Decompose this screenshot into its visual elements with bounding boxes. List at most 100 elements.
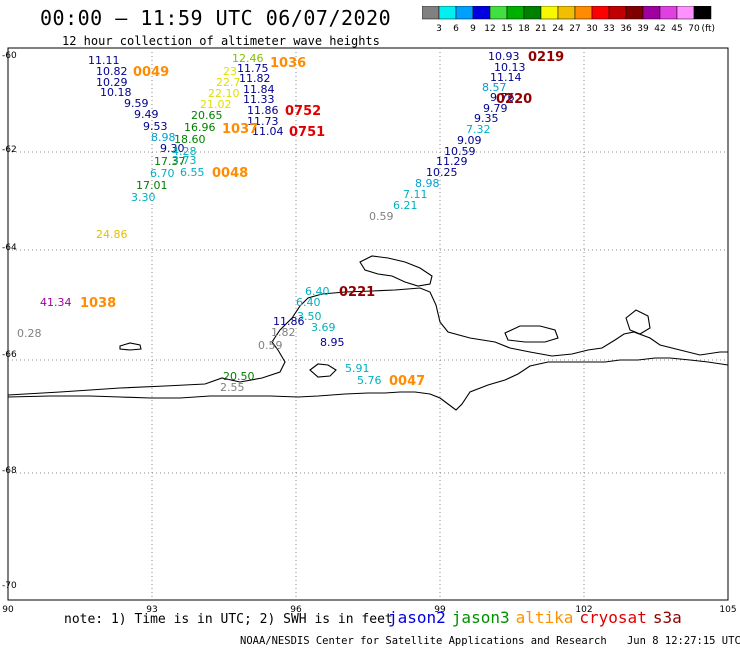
wave-height-label: 9.35 bbox=[474, 112, 499, 125]
wave-height-label: 20.65 bbox=[191, 109, 223, 122]
wave-height-label: 22.7 bbox=[216, 76, 241, 89]
colorbar-swatch bbox=[642, 6, 661, 20]
wave-height-label: 10.29 bbox=[96, 76, 128, 89]
pass-time-label: 1037 bbox=[222, 122, 258, 137]
wave-height-label: 8.95 bbox=[320, 336, 345, 349]
colorbar-label: 45 bbox=[671, 24, 682, 34]
lon-tick-label: 93 bbox=[146, 605, 157, 615]
lat-tick-label: -70 bbox=[2, 581, 17, 591]
wave-height-label: 11.86 bbox=[247, 104, 279, 117]
colorbar-label: 24 bbox=[552, 24, 564, 34]
wave-height-label: 22.10 bbox=[208, 87, 240, 100]
generated-timestamp: Jun 8 12:27:15 UTC 2020 bbox=[626, 635, 740, 647]
wave-height-label: 8.57 bbox=[482, 81, 507, 94]
lon-tick-label: 99 bbox=[434, 605, 446, 615]
pass-time-label: 0049 bbox=[133, 65, 169, 80]
colorbar-swatch bbox=[472, 6, 491, 20]
colorbar-label: 42 bbox=[654, 24, 665, 34]
page-subtitle: 12 hour collection of altimeter wave hei… bbox=[62, 34, 380, 48]
wave-height-label: 6.70 bbox=[150, 167, 175, 180]
wave-height-label: 11.82 bbox=[239, 72, 271, 85]
colorbar-label: 3 bbox=[436, 24, 442, 34]
satellite-legend: jason2 jason3 altika cryosat s3a bbox=[388, 608, 688, 627]
wave-height-label: 3.50 bbox=[297, 310, 322, 323]
antarctic-coastline bbox=[7, 255, 729, 411]
wave-height-label: 3.30 bbox=[131, 191, 156, 204]
wave-height-label: 10.93 bbox=[488, 50, 520, 63]
lon-tick-label: 90 bbox=[2, 605, 14, 615]
colorbar-swatch bbox=[506, 6, 525, 20]
wave-height-label: 7.11 bbox=[403, 188, 428, 201]
colorbar-swatch bbox=[608, 6, 627, 20]
wave-height-label: 9.30 bbox=[160, 142, 185, 155]
colorbar-swatch bbox=[455, 6, 474, 20]
wave-height-label: 12.46 bbox=[232, 52, 264, 65]
wave-height-label: 9.59 bbox=[124, 97, 149, 110]
wave-height-label: 9.09 bbox=[457, 134, 482, 147]
colorbar-label: 18 bbox=[518, 24, 530, 34]
pass-time-label: 0220 bbox=[496, 92, 532, 107]
credit-text: NOAA/NESDIS Center for Satellite Applica… bbox=[240, 635, 607, 647]
wave-height-label: 7.32 bbox=[466, 123, 491, 136]
colorbar-swatch bbox=[540, 6, 559, 20]
wave-height-label: 9.79 bbox=[483, 102, 508, 115]
colorbar-swatch bbox=[676, 6, 695, 20]
lat-tick-label: -66 bbox=[2, 350, 17, 360]
lat-tick-label: -64 bbox=[2, 243, 17, 253]
wave-height-label: 4.28 bbox=[172, 145, 197, 158]
wave-height-label: 9.53 bbox=[143, 120, 168, 133]
wave-height-label: 3.69 bbox=[311, 321, 336, 334]
pass-time-label: 0751 bbox=[289, 125, 325, 140]
note-text: note: 1) Time is in UTC; 2) SWH is in fe… bbox=[64, 612, 393, 627]
wave-height-label: 21.02 bbox=[200, 98, 232, 111]
wave-height-label: 11.86 bbox=[273, 315, 305, 328]
wave-height-label: 11.75 bbox=[237, 62, 269, 75]
pass-time-label: 1038 bbox=[80, 296, 116, 311]
colorbar-swatch bbox=[693, 6, 712, 20]
lat-tick-label: -62 bbox=[2, 145, 17, 155]
colorbar-label: 12 bbox=[484, 24, 495, 34]
colorbar-swatch bbox=[574, 6, 593, 20]
colorbar-label: 15 bbox=[501, 24, 512, 34]
colorbar-swatch bbox=[422, 6, 440, 20]
wave-height-label: 17.37 bbox=[154, 155, 186, 168]
wave-height-label: 6.21 bbox=[393, 199, 418, 212]
pass-time-label: 1036 bbox=[270, 56, 306, 71]
wave-height-label: 11.29 bbox=[436, 155, 468, 168]
pass-time-label: 0047 bbox=[389, 374, 425, 389]
colorbar-label: 39 bbox=[637, 24, 649, 34]
colorbar-unit: (ft) bbox=[701, 24, 715, 34]
map-frame bbox=[7, 47, 729, 601]
pass-time-label: 0752 bbox=[285, 104, 321, 119]
wave-height-label: 10.13 bbox=[494, 61, 526, 74]
colorbar-swatch bbox=[591, 6, 610, 20]
wave-height-label: 11.73 bbox=[247, 115, 279, 128]
lon-tick-label: 102 bbox=[575, 605, 592, 615]
colorbar-label: 9 bbox=[470, 24, 476, 34]
colorbar-label: 6 bbox=[453, 24, 459, 34]
wave-height-label: 0.59 bbox=[258, 339, 283, 352]
wave-height-label: 23 bbox=[223, 65, 237, 78]
page-title: 00:00 – 11:59 UTC 06/07/2020 bbox=[40, 6, 392, 30]
legend-s3a: s3a bbox=[652, 608, 682, 627]
pass-time-label: 0221 bbox=[339, 285, 375, 300]
wave-height-label: 9.76 bbox=[490, 91, 515, 104]
wave-height-label: 10.18 bbox=[100, 86, 132, 99]
lon-tick-label: 105 bbox=[719, 605, 736, 615]
wave-height-label: 9.49 bbox=[134, 108, 159, 121]
wave-height-label: 17.01 bbox=[136, 179, 168, 192]
colorbar-label: 27 bbox=[569, 24, 580, 34]
colorbar-label: 33 bbox=[603, 24, 614, 34]
colorbar-label: 30 bbox=[586, 24, 598, 34]
colorbar-swatch bbox=[659, 6, 678, 20]
wave-height-label: 0.59 bbox=[369, 210, 394, 223]
colorbar-swatch bbox=[438, 6, 457, 20]
wave-height-label: 18.60 bbox=[174, 133, 206, 146]
wave-height-label: 10.25 bbox=[426, 166, 458, 179]
wave-height-label: 2.55 bbox=[220, 381, 245, 394]
wave-height-label: 0.28 bbox=[17, 327, 42, 340]
wave-height-label: 11.04 bbox=[252, 125, 284, 138]
wave-height-label: 5.91 bbox=[345, 362, 370, 375]
credit-line: NOAA/NESDIS Center for Satellite Applica… bbox=[240, 635, 740, 647]
wave-height-label: 10.82 bbox=[96, 65, 128, 78]
